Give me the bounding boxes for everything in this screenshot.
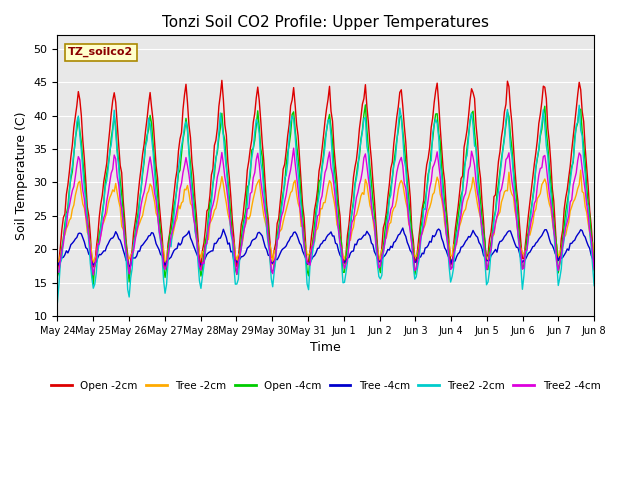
Tree -4cm bbox=[349, 248, 357, 254]
Tree2 -4cm bbox=[550, 228, 557, 234]
Tree2 -4cm bbox=[290, 145, 298, 151]
Tree2 -2cm bbox=[623, 255, 631, 261]
Open -4cm bbox=[626, 273, 634, 279]
Tree -4cm bbox=[73, 235, 81, 240]
Open -4cm bbox=[465, 132, 472, 137]
Tree -2cm bbox=[625, 245, 632, 251]
Tree2 -2cm bbox=[73, 119, 81, 125]
Open -4cm bbox=[625, 251, 632, 256]
Tree -4cm bbox=[550, 246, 557, 252]
Line: Tree -4cm: Tree -4cm bbox=[58, 228, 630, 266]
Tree2 -2cm bbox=[91, 281, 99, 287]
Tree -4cm bbox=[626, 260, 634, 266]
Open -2cm bbox=[91, 264, 99, 269]
Tree -4cm bbox=[54, 263, 61, 269]
Tree -2cm bbox=[349, 224, 357, 230]
Tree2 -2cm bbox=[547, 190, 555, 195]
Tree -2cm bbox=[626, 253, 634, 259]
Open -2cm bbox=[625, 248, 632, 254]
Open -4cm bbox=[54, 274, 61, 279]
Tree -2cm bbox=[577, 168, 584, 173]
Legend: Open -2cm, Tree -2cm, Open -4cm, Tree -4cm, Tree2 -2cm, Tree2 -4cm: Open -2cm, Tree -2cm, Open -4cm, Tree -4… bbox=[47, 377, 605, 395]
Open -4cm bbox=[349, 198, 357, 204]
Open -2cm bbox=[73, 103, 81, 108]
Tree -4cm bbox=[91, 260, 99, 266]
Line: Tree2 -4cm: Tree2 -4cm bbox=[58, 148, 630, 275]
Tree2 -4cm bbox=[351, 205, 359, 211]
Tree2 -4cm bbox=[626, 266, 634, 272]
Tree -4cm bbox=[465, 234, 472, 240]
Text: TZ_soilco2: TZ_soilco2 bbox=[68, 47, 133, 57]
Line: Open -2cm: Open -2cm bbox=[58, 80, 630, 278]
Tree2 -2cm bbox=[461, 156, 469, 162]
Tree2 -4cm bbox=[625, 250, 632, 255]
X-axis label: Time: Time bbox=[310, 341, 341, 354]
Tree -4cm bbox=[125, 264, 133, 269]
Tree -4cm bbox=[399, 225, 406, 231]
Open -4cm bbox=[362, 102, 369, 108]
Tree -4cm bbox=[625, 255, 632, 261]
Tree -2cm bbox=[91, 256, 99, 262]
Tree -2cm bbox=[269, 262, 276, 267]
Open -2cm bbox=[218, 77, 226, 83]
Tree2 -4cm bbox=[73, 162, 81, 168]
Tree2 -4cm bbox=[465, 167, 472, 173]
Tree -2cm bbox=[463, 198, 471, 204]
Open -2cm bbox=[54, 267, 61, 273]
Tree2 -2cm bbox=[348, 209, 356, 215]
Tree2 -2cm bbox=[626, 281, 634, 287]
Open -4cm bbox=[550, 219, 557, 225]
Tree -2cm bbox=[73, 186, 81, 192]
Tree2 -4cm bbox=[54, 269, 61, 275]
Open -2cm bbox=[125, 276, 133, 281]
Open -2cm bbox=[550, 198, 557, 204]
Tree2 -4cm bbox=[92, 255, 100, 261]
Tree2 -2cm bbox=[54, 300, 61, 305]
Open -2cm bbox=[626, 264, 634, 269]
Open -2cm bbox=[465, 113, 472, 119]
Open -4cm bbox=[90, 281, 97, 287]
Tree2 -2cm bbox=[575, 102, 583, 108]
Line: Tree2 -2cm: Tree2 -2cm bbox=[58, 105, 630, 302]
Title: Tonzi Soil CO2 Profile: Upper Temperatures: Tonzi Soil CO2 Profile: Upper Temperatur… bbox=[163, 15, 490, 30]
Open -4cm bbox=[92, 258, 100, 264]
Tree -2cm bbox=[54, 260, 61, 265]
Tree2 -4cm bbox=[90, 272, 97, 278]
Line: Tree -2cm: Tree -2cm bbox=[58, 170, 630, 264]
Open -4cm bbox=[73, 126, 81, 132]
Line: Open -4cm: Open -4cm bbox=[58, 105, 630, 284]
Tree -2cm bbox=[548, 218, 556, 224]
Y-axis label: Soil Temperature (C): Soil Temperature (C) bbox=[15, 111, 28, 240]
Open -2cm bbox=[351, 164, 359, 170]
